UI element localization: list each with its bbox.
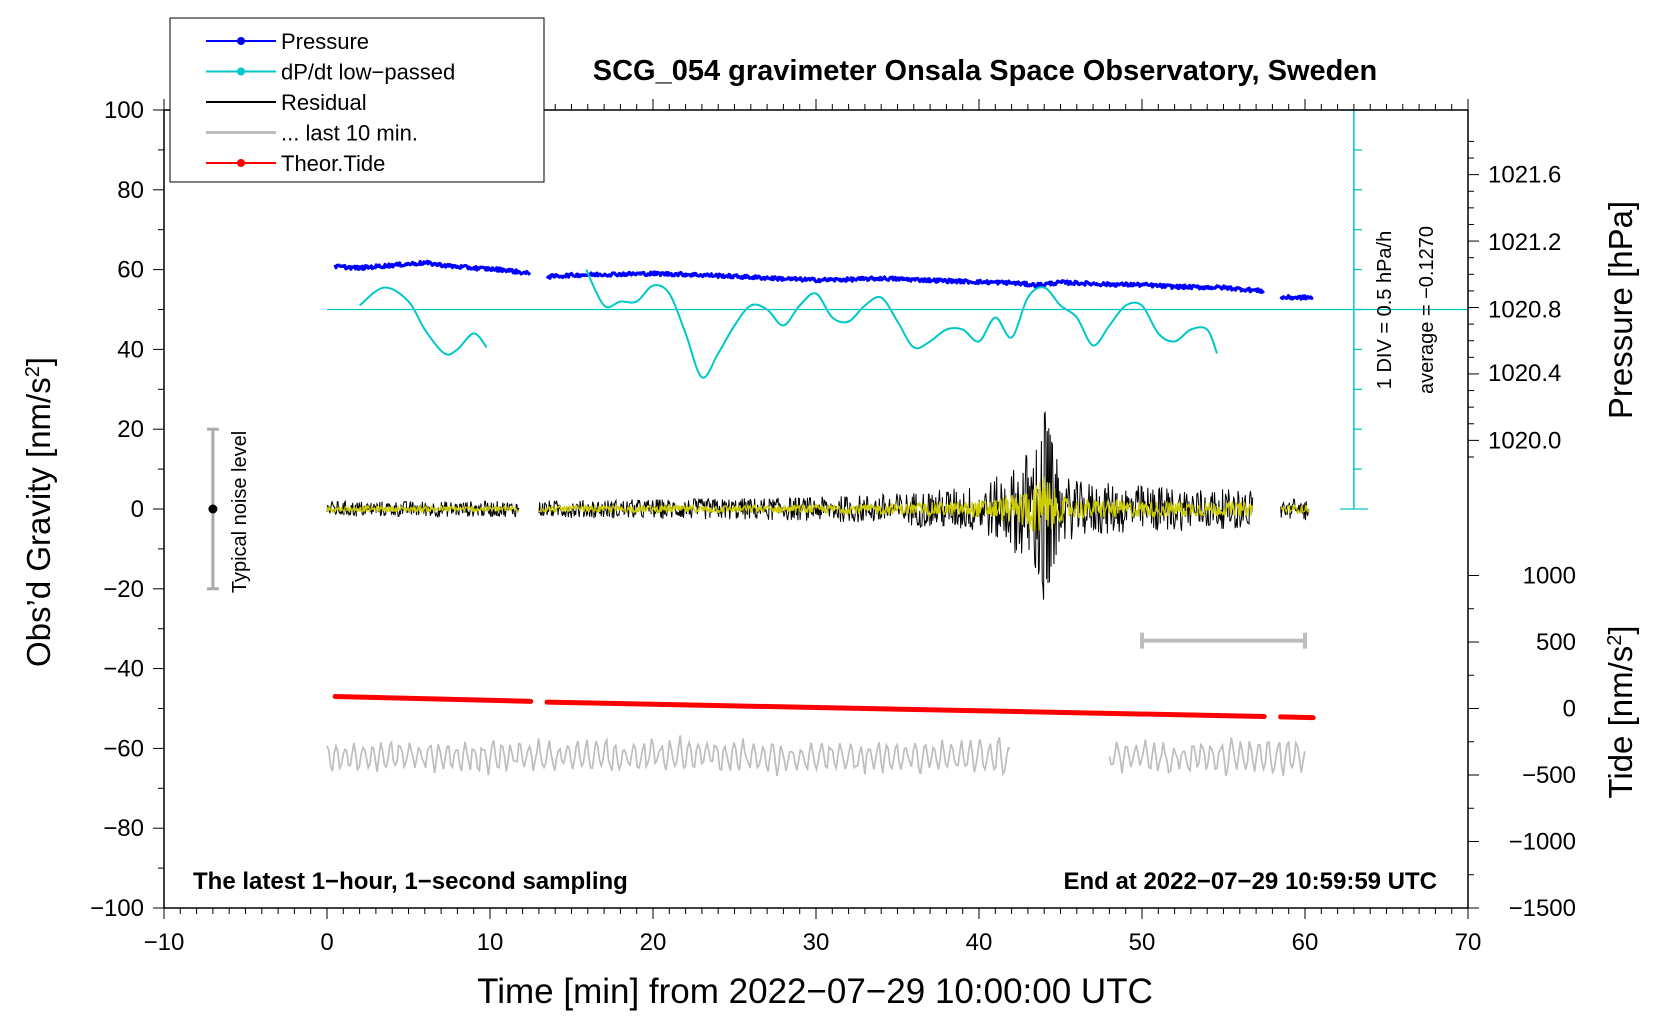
pressure-tick-label: 1021.6 [1488, 162, 1561, 189]
pressure-tick-label: 1020.0 [1488, 427, 1561, 454]
tide-axis-label: Tide [nm/s2] [1602, 625, 1639, 798]
tide-line [332, 694, 534, 704]
legend: Pressure dP/dt low−passed Residual ... last… [169, 17, 545, 183]
pressure-line [545, 270, 1265, 294]
last-10-min-line [1108, 737, 1306, 777]
legend-label: Theor.Tide [281, 151, 385, 176]
legend-swatch-marker [237, 37, 245, 45]
pressure-axis-label: Pressure [hPa] [1602, 201, 1639, 419]
tide-tick-label: 0 [1563, 696, 1576, 723]
y-tick-label: 0 [131, 496, 144, 523]
tide-tick-label: 500 [1536, 629, 1576, 656]
legend-label: Residual [281, 90, 367, 115]
x-tick-label: −10 [144, 929, 185, 956]
tide-line [1278, 714, 1316, 721]
dpdt-div-label: 1 DIV = 0.5 hPa/h [1374, 231, 1396, 389]
noise-level-label: Typical noise level [229, 431, 251, 593]
x-tick-label: 60 [1292, 929, 1319, 956]
tide-line [544, 699, 1267, 719]
data-layer [206, 109, 1468, 777]
y-tick-label: 100 [104, 97, 144, 124]
chart-title: SCG_054 gravimeter Onsala Space Observat… [593, 55, 1377, 87]
legend-label: dP/dt low−passed [281, 60, 455, 85]
y-axis-label-text: Obs’d Gravity [nm/s [20, 377, 57, 667]
x-tick-label: 40 [966, 929, 993, 956]
annotation-end-time: End at 2022−07−29 10:59:59 UTC [1063, 868, 1437, 895]
pressure-tick-label: 1020.4 [1488, 360, 1561, 387]
y-tick-label: 40 [117, 336, 144, 363]
y-tick-label: −60 [103, 735, 144, 762]
dpdt-line [585, 269, 1218, 379]
x-tick-label: 10 [477, 929, 504, 956]
pressure-tick-label: 1021.2 [1488, 229, 1561, 256]
legend-box [169, 17, 545, 183]
y-tick-label: 20 [117, 416, 144, 443]
pressure-line [333, 259, 532, 276]
noise-level-dot [208, 504, 218, 514]
x-tick-label: 0 [320, 929, 333, 956]
y-tick-label: −20 [103, 576, 144, 603]
x-tick-label: 30 [803, 929, 830, 956]
y-tick-label: 60 [117, 257, 144, 284]
x-tick-label: 20 [640, 929, 667, 956]
x-axis-label: Time [min] from 2022−07−29 10:00:00 UTC [477, 972, 1153, 1011]
y-tick-label: −40 [103, 656, 144, 683]
tide-tick-label: 1000 [1523, 563, 1576, 590]
axes-layer: −10 0 10 20 30 40 50 60 70−100−80−60−40−20020406… [90, 97, 1576, 956]
tide-tick-label: −1000 [1509, 828, 1576, 855]
y-tick-label: 80 [117, 177, 144, 204]
y-tick-label: −80 [103, 815, 144, 842]
x-tick-label: 50 [1129, 929, 1156, 956]
legend-swatch-marker [237, 67, 245, 76]
y-axis-label-close: ] [20, 357, 57, 366]
y-axis-label: Obs’d Gravity [nm/s2] [20, 357, 57, 667]
tide-axis-label-close: ] [1602, 625, 1639, 634]
dpdt-average-label: average = −0.1270 [1416, 226, 1438, 394]
annotation-sampling: The latest 1−hour, 1−second sampling [193, 868, 628, 895]
last-10-min-line [326, 735, 1011, 777]
tide-tick-label: −500 [1522, 762, 1576, 789]
pressure-line [1279, 294, 1314, 301]
tide-tick-label: −1500 [1509, 895, 1576, 922]
x-tick-label: 70 [1455, 929, 1482, 956]
y-axis-label-sup: 2 [22, 366, 44, 377]
tide-axis-label-sup: 2 [1604, 635, 1626, 646]
dpdt-line [358, 286, 488, 356]
pressure-tick-label: 1020.8 [1488, 297, 1561, 324]
y-tick-label: −100 [90, 895, 144, 922]
residual-filtered-line [326, 476, 1310, 532]
legend-swatch-marker [237, 159, 245, 167]
legend-label: Pressure [281, 29, 369, 54]
legend-label: ... last 10 min. [281, 121, 418, 146]
tide-axis-label-text: Tide [nm/s [1602, 646, 1639, 799]
